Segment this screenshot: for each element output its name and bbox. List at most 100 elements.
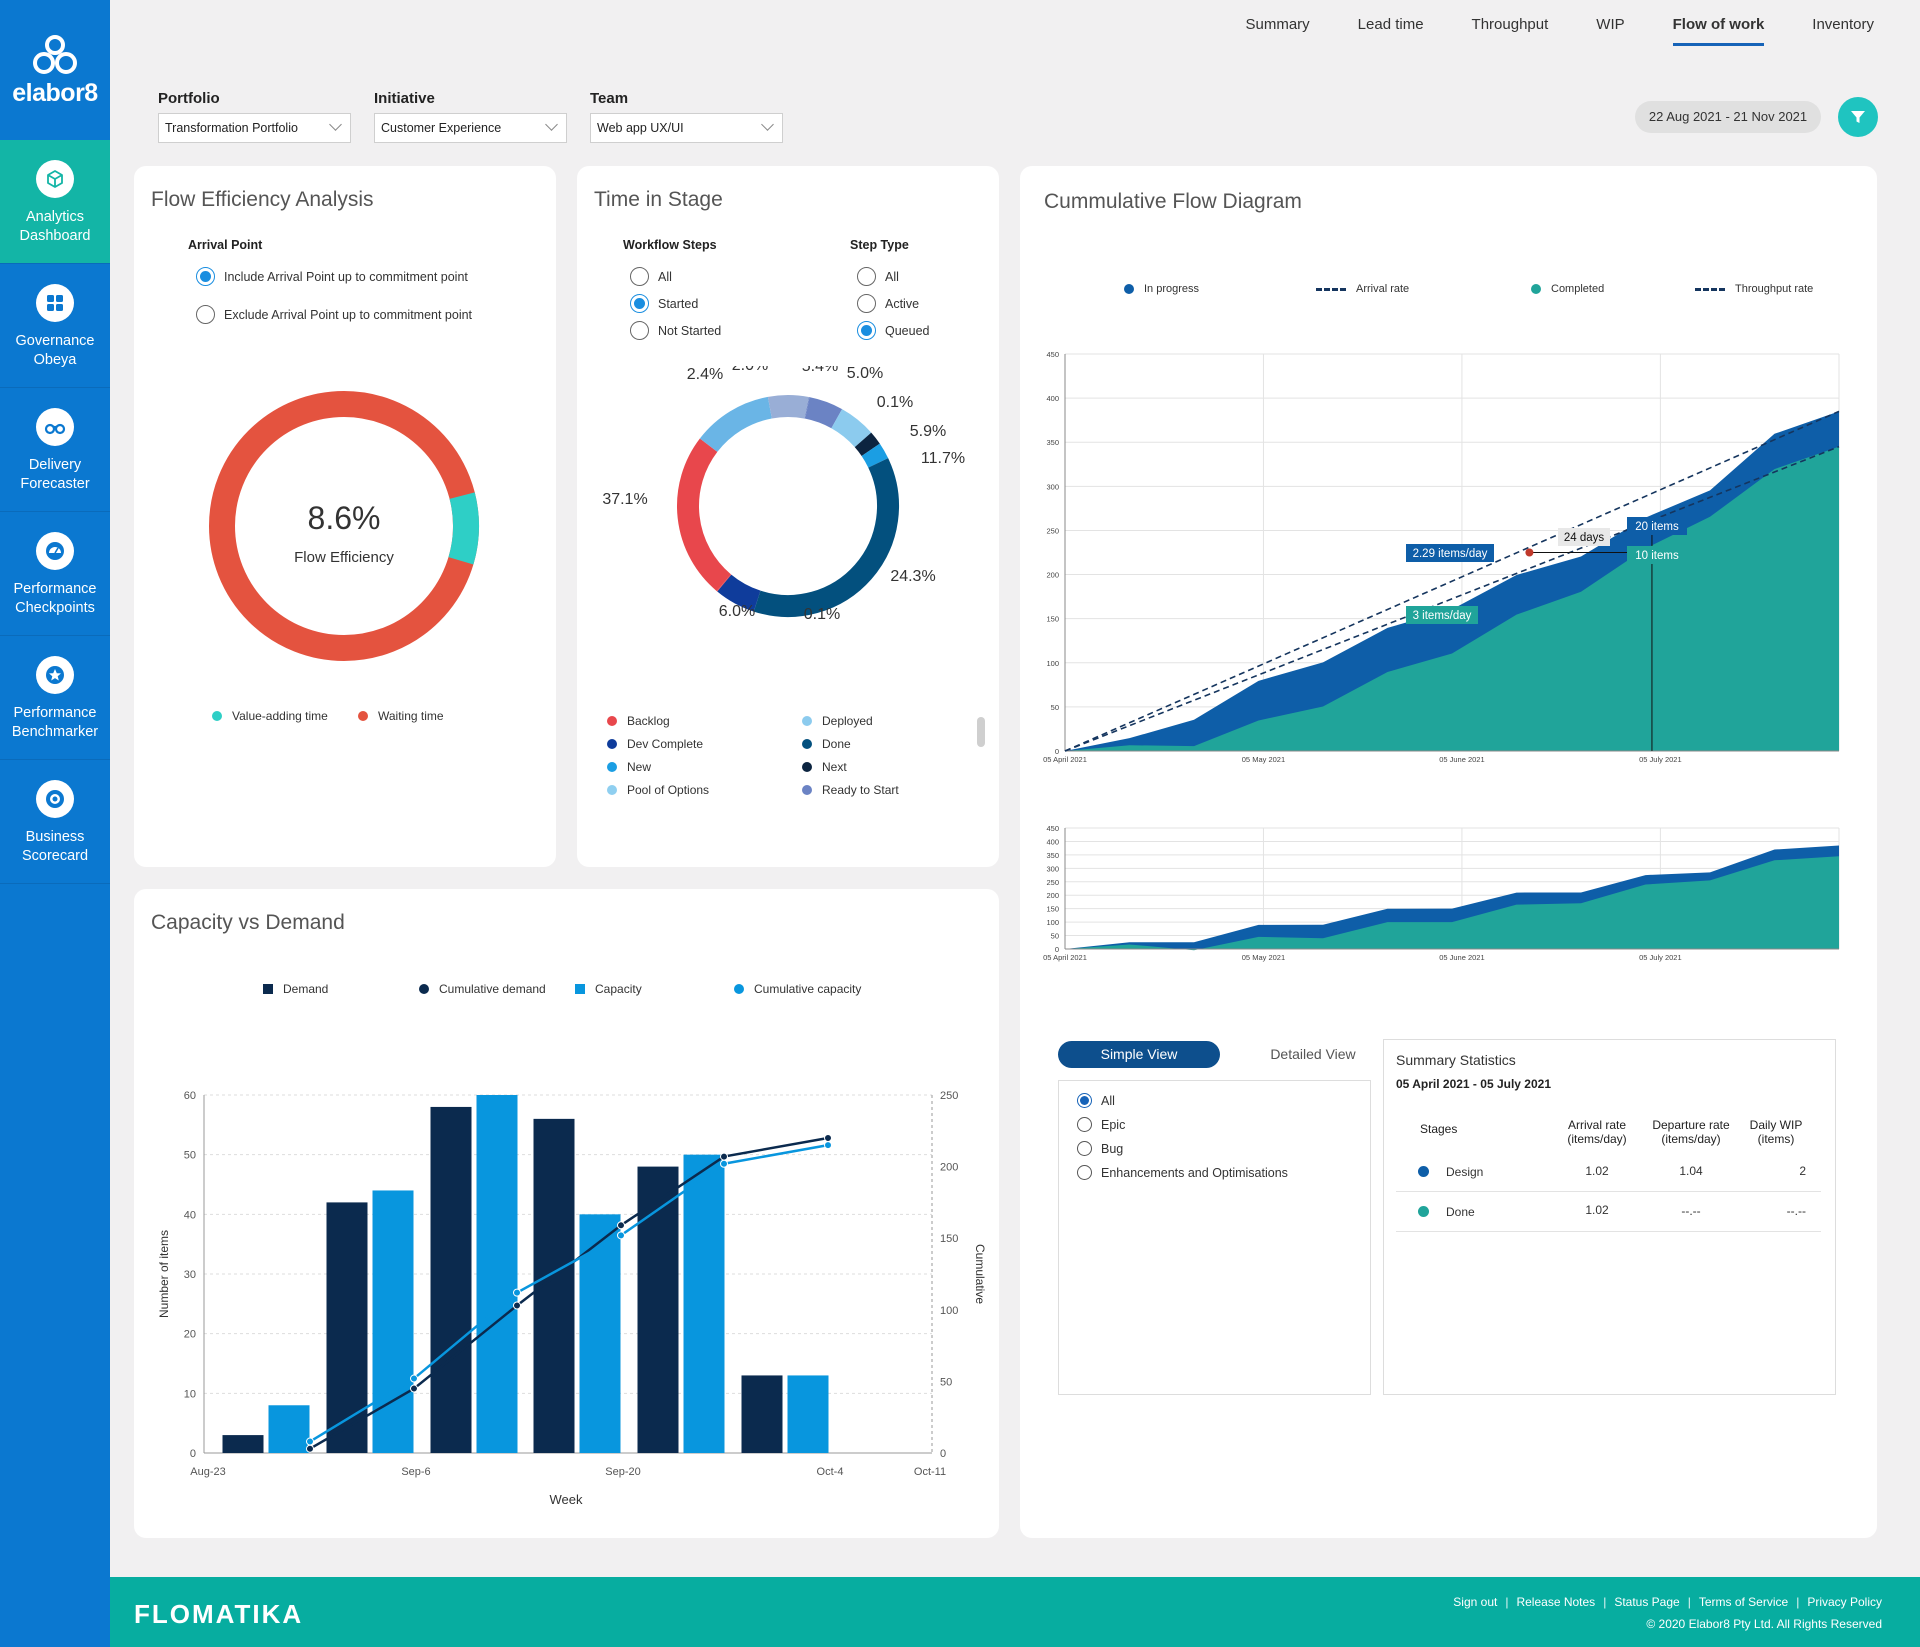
workflow-started-radio[interactable]: Started [630, 294, 698, 313]
filter-bug-radio[interactable]: Bug [1077, 1141, 1123, 1156]
y-tick-label: 300 [1046, 482, 1059, 491]
status-page-link[interactable]: Status Page [1614, 1595, 1680, 1609]
legend-label: Next [822, 760, 847, 774]
link-separator: | [1687, 1595, 1691, 1609]
legend-label: New [627, 760, 652, 774]
release-notes-link[interactable]: Release Notes [1516, 1595, 1596, 1609]
y-tick-label: 30 [184, 1269, 196, 1281]
x-tick-label: Oct-4 [817, 1466, 844, 1478]
legend-dot [607, 739, 617, 749]
tab-flow-of-work[interactable]: Flow of work [1672, 14, 1765, 46]
legend-cumulative-capacity: Cumulative capacity [734, 982, 861, 996]
header-stages: Stages [1420, 1122, 1458, 1136]
legend-new: New [607, 760, 651, 774]
flow-efficiency-label: Flow Efficiency [294, 549, 394, 566]
legend-swatch [575, 984, 585, 994]
filter-all-radio[interactable]: All [1077, 1093, 1115, 1108]
radio-label: Epic [1101, 1117, 1126, 1132]
tab-lead-time[interactable]: Lead time [1357, 16, 1424, 33]
capacity-bar [683, 1154, 725, 1453]
header-arrival-rate: Arrival rate (items/day) [1567, 1118, 1627, 1146]
days-annotation: 24 days [1564, 532, 1605, 544]
item-type-filter-panel: All Epic Bug Enhancements and Optimisati… [1058, 1080, 1371, 1395]
simple-view-button[interactable]: Simple View [1058, 1041, 1220, 1068]
date-range-picker[interactable]: 22 Aug 2021 - 21 Nov 2021 [1635, 101, 1821, 133]
sidebar-item-label: Analytics Dashboard [19, 209, 91, 244]
cumulative-capacity-line [309, 1143, 829, 1443]
y2-tick-label: 100 [940, 1305, 958, 1317]
arrival-rate-value: 1.02 [1585, 1164, 1609, 1178]
filter-button[interactable] [1838, 97, 1878, 137]
exclude-arrival-label: Exclude Arrival Point up to commitment p… [224, 307, 473, 322]
donut-segment [699, 396, 773, 453]
legend-dot [1531, 284, 1541, 294]
y-tick-label: 40 [184, 1209, 196, 1221]
y-tick-label: 250 [1046, 526, 1059, 535]
tab-summary[interactable]: Summary [1245, 16, 1310, 33]
legend-label: Waiting time [378, 709, 444, 723]
cumulative-demand-line [309, 1136, 829, 1450]
sign-out-link[interactable]: Sign out [1453, 1595, 1498, 1609]
exclude-arrival-radio[interactable]: Exclude Arrival Point up to commitment p… [196, 305, 472, 324]
arrival-rate-value: 1.02 [1585, 1203, 1609, 1217]
cumulative-capacity-point [720, 1159, 728, 1168]
demand-bar [430, 1106, 472, 1453]
legend-label: Cumulative demand [439, 982, 546, 996]
sidebar-item-delivery-forecaster[interactable]: Delivery Forecaster [0, 388, 110, 512]
filter-epic-radio[interactable]: Epic [1077, 1117, 1125, 1132]
sidebar-item-governance-obeya[interactable]: Governance Obeya [0, 264, 110, 388]
legend-label: Backlog [627, 714, 670, 728]
tab-throughput[interactable]: Throughput [1471, 16, 1549, 33]
legend-scrollbar[interactable] [977, 717, 985, 747]
radio-label: All [658, 269, 672, 284]
x-tick-label: 05 April 2021 [1043, 755, 1087, 764]
team-select[interactable]: Web app UX/UI [590, 113, 783, 143]
sidebar-item-performance-checkpoints[interactable]: Performance Checkpoints [0, 512, 110, 636]
filter-icon [1851, 111, 1865, 123]
days-annotation-box [1558, 528, 1610, 546]
y-tick-label: 350 [1046, 438, 1059, 447]
step-queued-radio[interactable]: Queued [857, 321, 929, 340]
footer-links: Sign out | Release Notes | Status Page | Te… [1453, 1595, 1882, 1609]
capacity-demand-chart: 0 10 20 30 40 50 60 0 50 100 150 200 250 Aug-23 Sep-6 S… [157, 1090, 987, 1507]
workflow-all-radio[interactable]: All [630, 267, 672, 286]
donut-label: 11.7% [921, 450, 965, 467]
sidebar-item-performance-benchmarker[interactable]: Performance Benchmarker [0, 636, 110, 760]
step-active-radio[interactable]: Active [857, 294, 919, 313]
radio-circle [1077, 1141, 1092, 1156]
filter-enhancements-radio[interactable]: Enhancements and Optimisations [1077, 1165, 1288, 1180]
terms-of-service-link[interactable]: Terms of Service [1698, 1595, 1789, 1609]
portfolio-value: Transformation Portfolio [165, 121, 298, 135]
initiative-select[interactable]: Customer Experience [374, 113, 567, 143]
detailed-view-button[interactable]: Detailed View [1270, 1046, 1356, 1062]
sidebar-item-business-scorecard[interactable]: Business Scorecard [0, 760, 110, 884]
legend-ready-to-start: Ready to Start [802, 783, 899, 797]
sidebar-item-analytics-dashboard[interactable]: Analytics Dashboard [0, 140, 110, 264]
include-arrival-radio[interactable]: Include Arrival Point up to commitment p… [196, 267, 468, 286]
initiative-value: Customer Experience [381, 121, 502, 135]
tab-inventory[interactable]: Inventory [1812, 16, 1874, 33]
include-arrival-label: Include Arrival Point up to commitment p… [224, 269, 468, 284]
portfolio-select[interactable]: Transformation Portfolio [158, 113, 351, 143]
donut-segment [861, 443, 889, 468]
completed-area [1065, 446, 1839, 751]
cumulative-demand-point [513, 1301, 521, 1310]
logo[interactable]: elabor8 [0, 0, 110, 140]
cumulative-capacity-point [513, 1288, 521, 1297]
target-icon [36, 780, 74, 818]
workflow-not-started-radio[interactable]: Not Started [630, 321, 721, 340]
team-label: Team [590, 90, 629, 107]
header-departure-rate: Departure rate (items/day) [1652, 1118, 1730, 1146]
legend-swatch [263, 984, 273, 994]
tab-wip[interactable]: WIP [1596, 16, 1625, 33]
privacy-policy-link[interactable]: Privacy Policy [1807, 1595, 1882, 1609]
legend-next: Next [802, 760, 847, 774]
legend-label: Arrival rate [1356, 283, 1410, 295]
legend-cumulative-demand: Cumulative demand [419, 982, 546, 996]
y-tick-label: 50 [184, 1150, 196, 1162]
legend-demand: Demand [263, 982, 328, 996]
step-all-radio[interactable]: All [857, 267, 899, 286]
gauge-icon [36, 532, 74, 570]
y-tick-label: 0 [1055, 747, 1059, 756]
radio-circle [1077, 1093, 1092, 1108]
